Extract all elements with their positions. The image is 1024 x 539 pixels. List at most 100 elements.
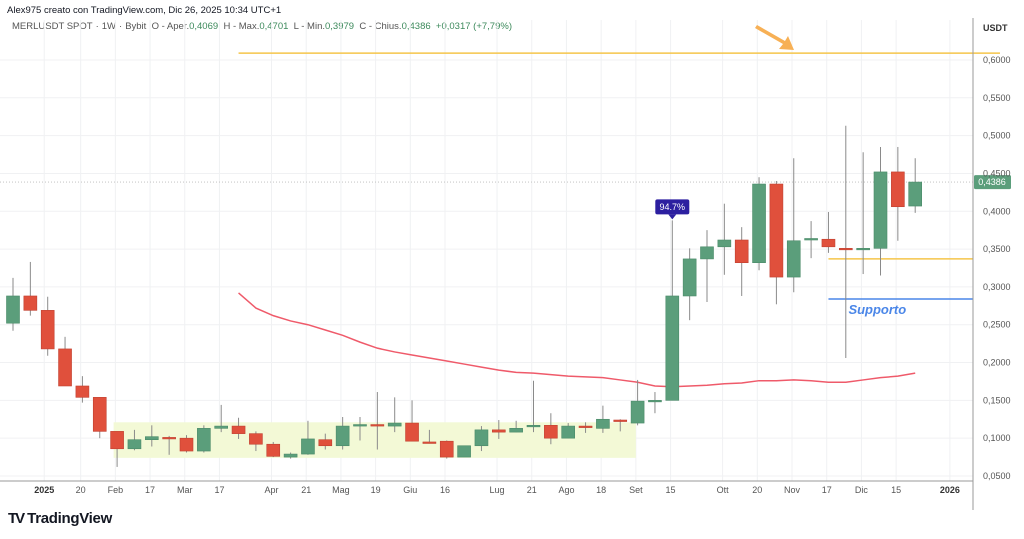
- x-tick-label: 17: [214, 485, 224, 495]
- y-tick-label: 0,1000: [983, 433, 1011, 443]
- last-price-tag: [974, 175, 1011, 190]
- x-tick-label: 2026: [940, 485, 960, 495]
- candle-up: [526, 425, 541, 428]
- tradingview-brand: TV TradingView: [8, 510, 112, 527]
- candle-up: [509, 428, 523, 433]
- candle-up: [301, 438, 315, 455]
- x-tick-label: Lug: [490, 485, 505, 495]
- percent-badge-pointer: [668, 214, 677, 220]
- low-value: 0,3979: [325, 21, 355, 32]
- candle-up: [700, 246, 714, 260]
- x-tick-label: Apr: [265, 485, 279, 495]
- candle-down: [422, 441, 437, 444]
- candle-up: [786, 240, 801, 278]
- candle-up: [457, 445, 471, 458]
- brand-name: TradingView: [27, 510, 112, 527]
- candle-up: [6, 295, 20, 324]
- percent-badge: [655, 199, 690, 215]
- exchange: Bybit: [125, 21, 147, 32]
- x-tick-label: 16: [440, 485, 450, 495]
- currency-label: USDT: [983, 23, 1008, 33]
- candle-down: [838, 248, 853, 251]
- candle-down: [491, 429, 506, 433]
- candle-up: [145, 436, 159, 440]
- close-value: 0,4386: [401, 21, 431, 32]
- candle-up: [804, 238, 818, 241]
- y-tick-label: 0,3500: [983, 244, 1011, 254]
- x-tick-label: 21: [301, 485, 311, 495]
- y-tick-label: 0,2500: [983, 320, 1011, 330]
- candle-down: [110, 431, 124, 450]
- candle-down: [891, 171, 905, 208]
- y-tick-label: 0,3000: [983, 282, 1011, 292]
- y-tick-label: 0,1500: [983, 395, 1011, 405]
- moving-average-line: [238, 292, 916, 388]
- candle-down: [544, 425, 558, 439]
- candle-down: [40, 310, 55, 350]
- candle-up: [127, 439, 142, 450]
- candle-down: [439, 440, 454, 458]
- annotation-lines: Supporto: [0, 52, 1000, 317]
- y-tick-label: 0,4000: [983, 206, 1011, 216]
- candle-up: [648, 400, 662, 403]
- support-label: Supporto: [848, 302, 906, 317]
- candle-down: [734, 239, 749, 263]
- x-tick-label: 18: [596, 485, 606, 495]
- high-label: H - Max.: [223, 21, 260, 32]
- candle-down: [23, 295, 38, 311]
- candle-down: [578, 425, 593, 428]
- y-tick-label: 0,5500: [983, 93, 1011, 103]
- candle-up: [596, 418, 610, 429]
- x-tick-label: 15: [891, 485, 901, 495]
- chart-credit: Alex975 creato con TradingView.com, Dic …: [7, 5, 282, 16]
- candle-down: [266, 443, 281, 457]
- candle-down: [249, 433, 263, 445]
- candle-up: [856, 248, 870, 251]
- candle-down: [370, 424, 385, 427]
- candle-up: [752, 183, 766, 263]
- y-tick-label: 0,4500: [983, 168, 1011, 178]
- x-tick-label: 15: [666, 485, 676, 495]
- y-tick-label: 0,0500: [983, 471, 1011, 481]
- x-tick-label: 17: [145, 485, 155, 495]
- percent-badge-text: 94.7%: [660, 202, 686, 212]
- x-tick-label: 21: [527, 485, 537, 495]
- y-tick-label: 0,5000: [983, 131, 1011, 141]
- interval[interactable]: 1W: [101, 21, 117, 32]
- candle-up: [630, 400, 645, 424]
- x-tick-label: Giu: [403, 485, 417, 495]
- overlays: 94.7% 0,4386: [655, 25, 1011, 220]
- candle-down: [58, 348, 72, 387]
- axes: 0,6000 0,5500 0,5000 0,4500 0,4000 0,3500 0,30…: [0, 18, 1011, 510]
- symbol-name[interactable]: MERLUSDT SPOT: [12, 21, 93, 32]
- x-tick-label: Ago: [558, 485, 574, 495]
- candle-up: [561, 425, 576, 439]
- candles: [6, 125, 923, 467]
- x-tick-label: Feb: [108, 485, 124, 495]
- candle-up: [387, 422, 402, 427]
- candle-down: [179, 437, 194, 452]
- x-tick-label: 20: [76, 485, 86, 495]
- x-tick-label: Ott: [717, 485, 730, 495]
- x-tick-label: 17: [822, 485, 832, 495]
- x-tick-label: Mag: [332, 485, 350, 495]
- candle-down: [613, 419, 628, 422]
- change-value: +0,0317 (+7,79%): [435, 21, 512, 32]
- x-tick-label: Set: [629, 485, 643, 495]
- candle-down: [405, 422, 419, 442]
- high-value: 0,4701: [259, 21, 289, 32]
- y-tick-label: 0,6000: [983, 55, 1011, 65]
- y-tick-label: 0,2000: [983, 358, 1011, 368]
- candle-up: [682, 258, 697, 297]
- candle-down: [821, 238, 836, 248]
- candle-up: [283, 453, 298, 458]
- x-tick-label: 20: [752, 485, 762, 495]
- open-value: 0,4069: [189, 21, 219, 32]
- candle-up: [665, 295, 680, 401]
- x-tick-label: 2025: [34, 485, 54, 495]
- candle-down: [92, 397, 107, 432]
- candle-up: [908, 181, 923, 207]
- grid: [0, 20, 973, 481]
- candle-down: [769, 183, 784, 278]
